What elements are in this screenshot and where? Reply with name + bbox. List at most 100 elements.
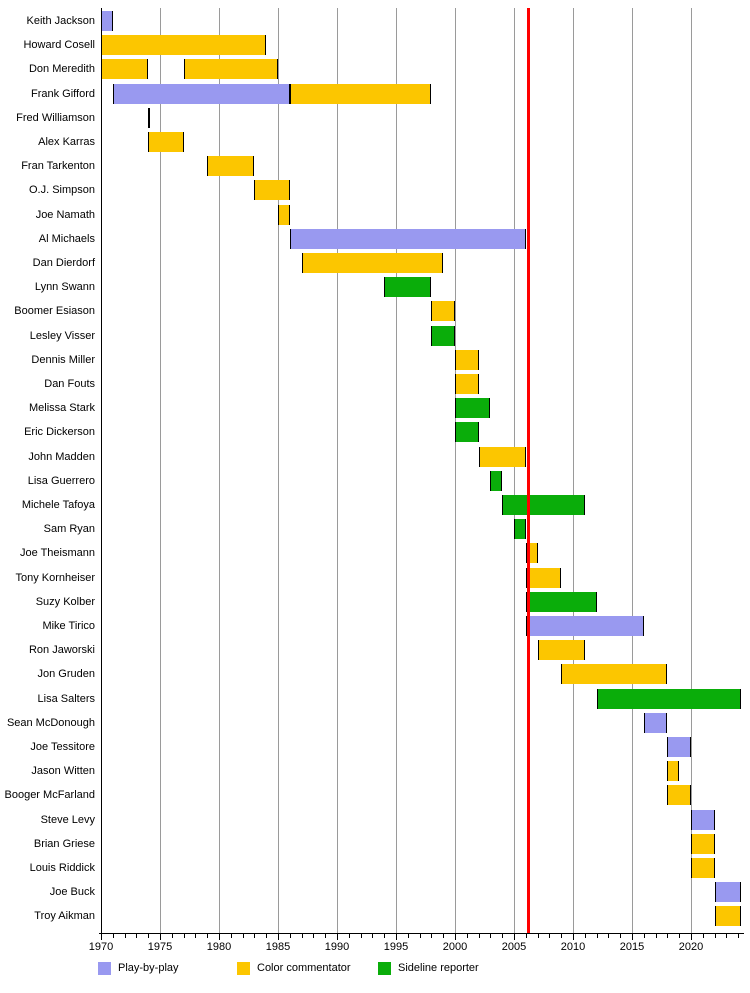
- timeline-bar: [431, 326, 455, 346]
- row-label: John Madden: [28, 451, 95, 463]
- axis-minor-tick: [467, 934, 468, 938]
- row-label: Mike Tirico: [42, 620, 95, 632]
- row-label: Fred Williamson: [16, 112, 95, 124]
- timeline-bar: [525, 568, 562, 588]
- axis-minor-tick: [526, 934, 527, 938]
- axis-minor-tick: [443, 934, 444, 938]
- row-label: Dan Fouts: [44, 378, 95, 390]
- axis-minor-tick: [372, 934, 373, 938]
- axis-minor-tick: [148, 934, 149, 938]
- axis-tick-label: 1975: [147, 941, 173, 953]
- sideline-reporter-swatch-icon: [378, 962, 391, 975]
- row-label: Joe Namath: [35, 209, 95, 221]
- row-label: Alex Karras: [38, 136, 95, 148]
- timeline-bar: [455, 374, 479, 394]
- gridline: [573, 8, 574, 933]
- row-label: Fran Tarkenton: [21, 160, 95, 172]
- axis-minor-tick: [136, 934, 137, 938]
- timeline-bar: [148, 132, 184, 152]
- axis-minor-tick: [254, 934, 255, 938]
- axis-tick-label: 2010: [560, 941, 586, 953]
- gridline: [632, 8, 633, 933]
- axis-minor-tick: [361, 934, 362, 938]
- timeline-bar: [667, 761, 680, 781]
- axis-minor-tick: [325, 934, 326, 938]
- axis-minor-tick: [172, 934, 173, 938]
- axis-minor-tick: [644, 934, 645, 938]
- axis-minor-tick: [608, 934, 609, 938]
- axis-minor-tick: [231, 934, 232, 938]
- timeline-bar: [561, 664, 668, 684]
- espn-transition-marker-line: [527, 8, 530, 933]
- axis-minor-tick: [243, 934, 244, 938]
- timeline-bar: [537, 640, 585, 660]
- gridline: [514, 8, 515, 933]
- row-label: Keith Jackson: [26, 15, 95, 27]
- axis-minor-tick: [113, 934, 114, 938]
- timeline-bar: [691, 810, 715, 830]
- gridline: [396, 8, 397, 933]
- axis-tick-label: 2020: [678, 941, 704, 953]
- axis-minor-tick: [349, 934, 350, 938]
- axis-minor-tick: [703, 934, 704, 938]
- gridline: [337, 8, 338, 933]
- axis-minor-tick: [302, 934, 303, 938]
- axis-minor-tick: [479, 934, 480, 938]
- axis-major-tick: [396, 934, 397, 940]
- row-label: Melissa Stark: [28, 402, 95, 414]
- timeline-bar: [691, 858, 715, 878]
- row-label: Al Michaels: [38, 233, 95, 245]
- gridline: [160, 8, 161, 933]
- axis-major-tick: [160, 934, 161, 940]
- legend-label: Play-by-play: [118, 962, 179, 974]
- axis-minor-tick: [667, 934, 668, 938]
- row-label: Lisa Guerrero: [27, 475, 95, 487]
- row-label: Don Meredith: [28, 63, 95, 75]
- timeline-bar: [101, 35, 267, 55]
- row-label: Dennis Miller: [31, 354, 95, 366]
- axis-minor-tick: [431, 934, 432, 938]
- axis-minor-tick: [620, 934, 621, 938]
- timeline-bar: [714, 882, 741, 902]
- axis-minor-tick: [738, 934, 739, 938]
- timeline-bar: [478, 447, 526, 467]
- timeline-bar: [667, 737, 691, 757]
- axis-tick-label: 1985: [265, 941, 291, 953]
- row-label: Ron Jaworski: [28, 644, 95, 656]
- axis-minor-tick: [195, 934, 196, 938]
- timeline-bar: [714, 906, 741, 926]
- gridline: [455, 8, 456, 933]
- timeline-bar: [112, 84, 290, 104]
- row-label: Louis Riddick: [29, 862, 95, 874]
- axis-major-tick: [514, 934, 515, 940]
- timeline-bar: [183, 59, 278, 79]
- timeline-bar: [254, 180, 290, 200]
- color-commentator-swatch-icon: [237, 962, 250, 975]
- axis-major-tick: [278, 934, 279, 940]
- timeline-bar: [502, 495, 585, 515]
- timeline-bar: [431, 301, 455, 321]
- row-label: Lesley Visser: [29, 330, 95, 342]
- timeline-bar: [289, 84, 432, 104]
- row-label: Joe Tessitore: [30, 741, 95, 753]
- axis-minor-tick: [561, 934, 562, 938]
- timeline-bar: [101, 11, 113, 31]
- axis-minor-tick: [313, 934, 314, 938]
- timeline-bar: [691, 834, 715, 854]
- axis-minor-tick: [490, 934, 491, 938]
- axis-minor-tick: [549, 934, 550, 938]
- axis-tick-label: 1995: [383, 941, 409, 953]
- row-label: Jon Gruden: [37, 668, 95, 680]
- axis-major-tick: [632, 934, 633, 940]
- row-label: Boomer Esiason: [14, 305, 95, 317]
- axis-minor-tick: [502, 934, 503, 938]
- axis-minor-tick: [290, 934, 291, 938]
- row-label: Dan Dierdorf: [32, 257, 95, 269]
- row-label: Eric Dickerson: [24, 426, 95, 438]
- plot-left-border: [101, 8, 102, 933]
- axis-minor-tick: [585, 934, 586, 938]
- gridline: [691, 8, 692, 933]
- axis-major-tick: [101, 934, 102, 940]
- axis-minor-tick: [420, 934, 421, 938]
